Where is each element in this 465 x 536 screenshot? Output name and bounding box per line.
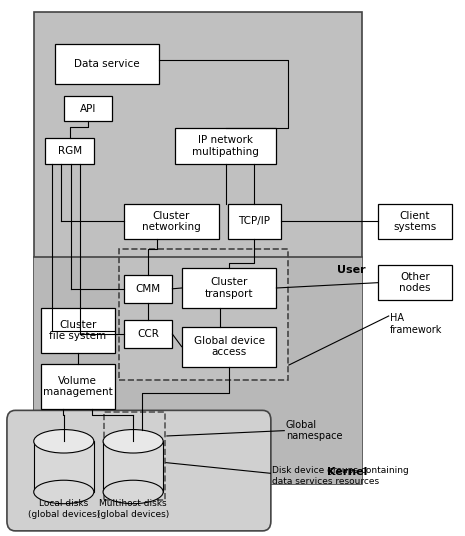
Text: Global device
access: Global device access [193, 336, 265, 358]
Text: Local disks
(global devices): Local disks (global devices) [27, 500, 100, 519]
Bar [124, 320, 173, 348]
Bar [104, 412, 165, 500]
Bar [40, 308, 115, 353]
Ellipse shape [103, 429, 163, 453]
Bar [182, 326, 276, 367]
Bar [175, 128, 276, 164]
Text: RGM: RGM [58, 146, 82, 156]
Text: IP network
multipathing: IP network multipathing [192, 135, 259, 157]
Text: Disk device groups containing
data services resources: Disk device groups containing data servi… [272, 466, 409, 486]
Bar [40, 364, 115, 410]
Bar [378, 265, 452, 300]
Ellipse shape [34, 429, 94, 453]
Text: CCR: CCR [137, 329, 159, 339]
Text: Cluster
file system: Cluster file system [49, 320, 106, 341]
Ellipse shape [103, 480, 163, 504]
Bar [228, 204, 281, 239]
Bar [45, 138, 94, 164]
Ellipse shape [34, 480, 94, 504]
Text: Kernel: Kernel [327, 467, 367, 477]
Bar [34, 12, 362, 484]
Bar [182, 268, 276, 308]
Bar [124, 275, 173, 303]
Text: Volume
management: Volume management [43, 376, 113, 397]
FancyBboxPatch shape [7, 411, 271, 531]
Text: Data service: Data service [74, 59, 140, 69]
Text: Global
namespace: Global namespace [286, 420, 342, 442]
Text: User: User [338, 265, 366, 274]
Text: Client
systems: Client systems [393, 211, 437, 232]
Text: Cluster
networking: Cluster networking [142, 211, 200, 232]
Text: Multihost disks
(global devices): Multihost disks (global devices) [97, 500, 169, 519]
Text: CMM: CMM [136, 284, 161, 294]
Text: API: API [80, 103, 96, 114]
Text: TCP/IP: TCP/IP [239, 217, 271, 226]
Bar [54, 44, 159, 84]
Text: HA
framework: HA framework [390, 313, 442, 335]
Bar [124, 204, 219, 239]
Bar [34, 257, 362, 484]
Text: Cluster
transport: Cluster transport [205, 277, 253, 299]
Bar [119, 249, 288, 380]
Bar [103, 441, 163, 492]
Text: Other
nodes: Other nodes [399, 272, 431, 294]
Bar [34, 441, 94, 492]
Bar [378, 204, 452, 239]
Bar [64, 96, 113, 121]
